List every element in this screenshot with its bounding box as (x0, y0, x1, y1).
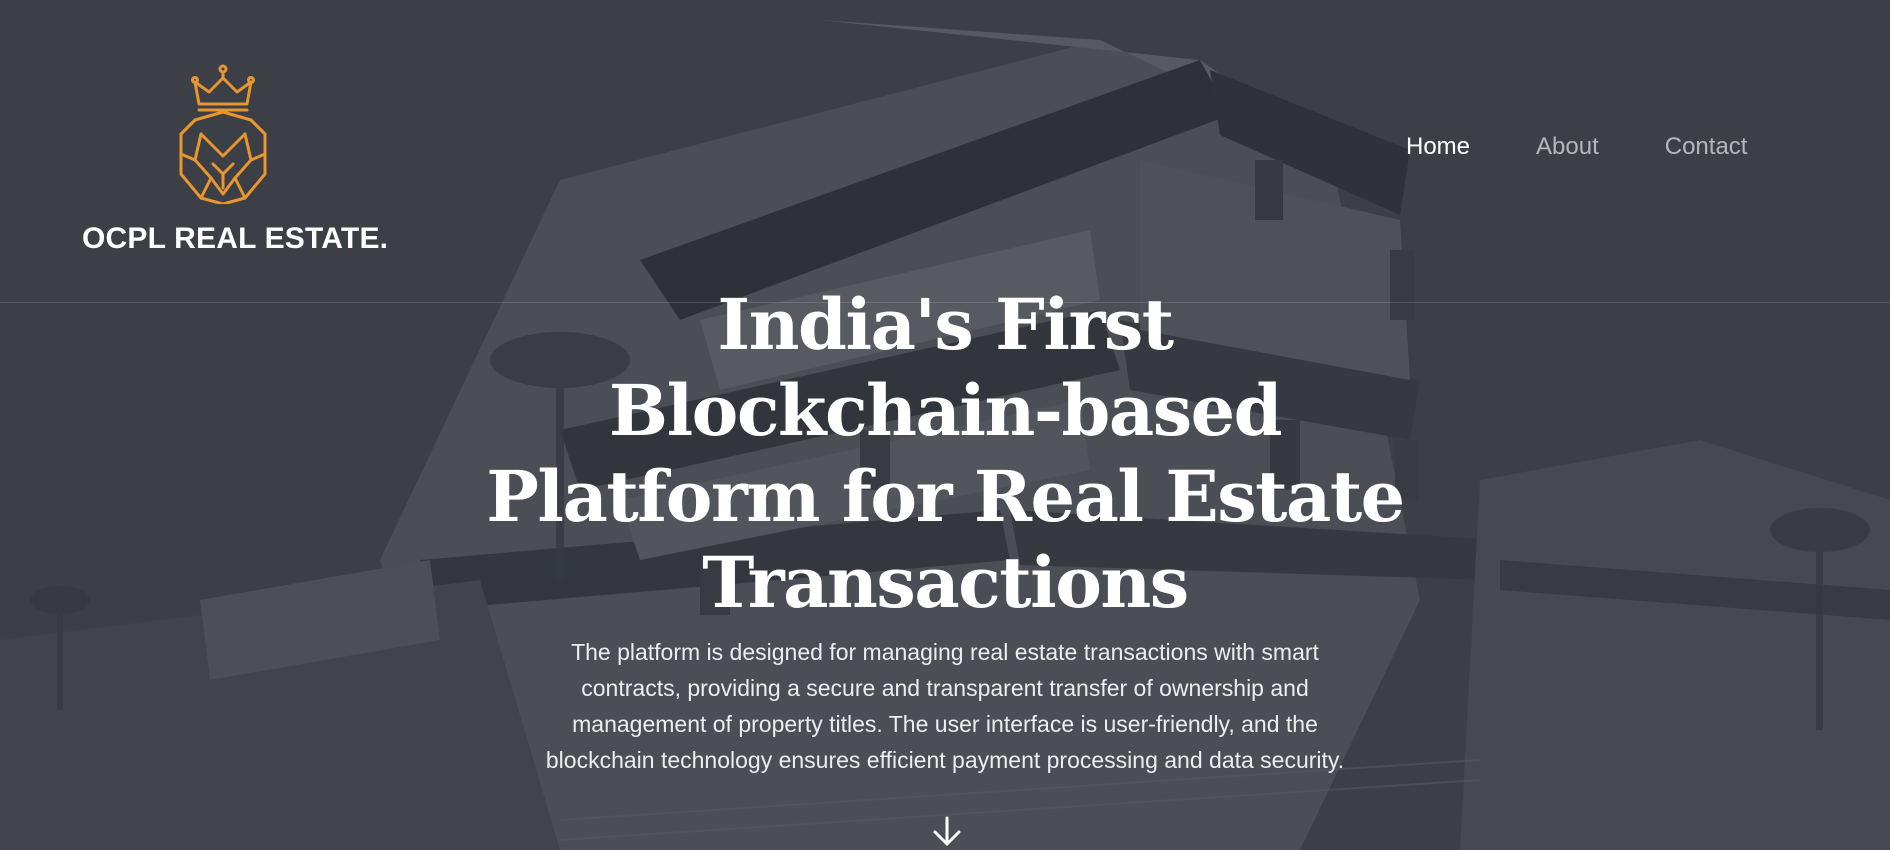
headline-line-4: Transactions (702, 541, 1189, 624)
brand-name: OCPL REAL ESTATE. (82, 222, 389, 255)
site-header: OCPL REAL ESTATE. Home About Contact (0, 0, 1890, 303)
nav-item-contact[interactable]: Contact (1664, 133, 1748, 160)
arrow-down-icon[interactable] (931, 816, 963, 848)
hero-description: The platform is designed for managing re… (545, 639, 1345, 773)
crowned-lion-icon (179, 64, 267, 204)
nav-item-home[interactable]: Home (1406, 133, 1471, 160)
hero-headline: India's First Blockchain-based Platform … (445, 282, 1445, 626)
main-nav: Home About Contact (1406, 133, 1747, 161)
nav-item-about[interactable]: About (1536, 133, 1599, 160)
brand[interactable]: OCPL REAL ESTATE. (80, 64, 388, 264)
headline-line-3: Platform for Real Estate (486, 455, 1405, 538)
headline-line-2: Blockchain-based (608, 369, 1283, 452)
headline-line-1: India's First (717, 283, 1174, 366)
